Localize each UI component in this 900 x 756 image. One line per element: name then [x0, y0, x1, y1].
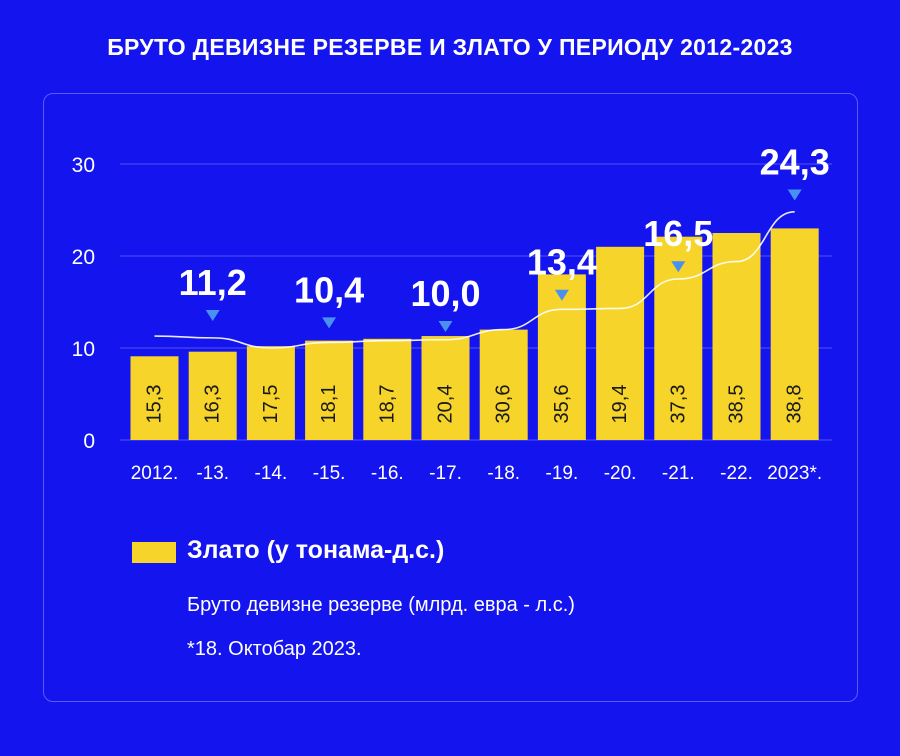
y-tick-label: 30 [72, 154, 95, 177]
bar [537, 274, 586, 440]
bar-value-label: 20,4 [435, 385, 457, 424]
x-tick-label: -20. [604, 463, 637, 484]
x-tick-label: -18. [487, 463, 520, 484]
reserves-value-label: 24,3 [760, 141, 830, 182]
x-tick-label: 2023*. [767, 463, 822, 484]
annotation-marker [438, 321, 453, 332]
bar [712, 233, 761, 440]
bar-value-label: 18,7 [376, 385, 398, 424]
bar-value-label: 19,4 [609, 385, 631, 424]
annotation-marker [671, 261, 686, 273]
bar-value-label: 38,8 [784, 385, 806, 424]
bar-value-label: 17,5 [260, 385, 282, 424]
footnote: *18. Октобар 2023. [187, 638, 362, 660]
annotation-marker [322, 317, 337, 329]
bar-value-label: 37,3 [667, 385, 689, 424]
bar [363, 338, 412, 440]
x-tick-label: -15. [313, 463, 346, 484]
bar [130, 356, 179, 440]
reserves-value-label: 10,0 [410, 273, 480, 314]
annotation-marker [205, 309, 220, 321]
chart-card [43, 93, 858, 702]
bar [188, 351, 237, 440]
bar-value-label: 15,3 [144, 385, 166, 424]
bar-value-label: 18,1 [318, 385, 340, 424]
x-tick-label: -14. [255, 463, 288, 484]
y-tick-label: 0 [83, 430, 95, 453]
x-tick-label: -21. [662, 463, 695, 484]
bar [246, 346, 295, 440]
bar [770, 228, 819, 440]
reserves-value-label: 10,4 [294, 269, 364, 310]
legend-reserves-label: Бруто девизне резерве (млрд. евра - л.с.… [187, 594, 575, 616]
legend-gold-swatch [132, 542, 176, 563]
x-tick-label: 2012. [131, 463, 179, 484]
bar [421, 336, 470, 440]
bar-value-label: 30,6 [493, 385, 515, 424]
y-tick-label: 20 [72, 246, 95, 269]
bar [479, 329, 528, 440]
bar-value-label: 35,6 [551, 385, 573, 424]
bar-value-label: 16,3 [202, 385, 224, 424]
chart-title: БРУТО ДЕВИЗНЕ РЕЗЕРВЕ И ЗЛАТО У ПЕРИОДУ … [107, 34, 793, 60]
x-tick-label: -16. [371, 463, 404, 484]
reserves-line [154, 211, 795, 349]
annotation-marker [787, 189, 802, 201]
legend-gold-label: Злато (у тонама-д.с.) [187, 536, 445, 564]
reserves-value-label: 16,5 [643, 213, 713, 254]
x-tick-label: -22. [720, 463, 753, 484]
bar [305, 340, 354, 440]
bar-value-label: 38,5 [726, 385, 748, 424]
x-tick-label: -13. [196, 463, 229, 484]
x-tick-label: -19. [546, 463, 579, 484]
y-tick-label: 10 [72, 338, 95, 361]
reserves-value-label: 11,2 [179, 262, 247, 303]
x-tick-label: -17. [429, 463, 462, 484]
bar [596, 246, 645, 440]
annotation-marker [554, 289, 569, 301]
reserves-value-label: 13,4 [527, 242, 597, 283]
